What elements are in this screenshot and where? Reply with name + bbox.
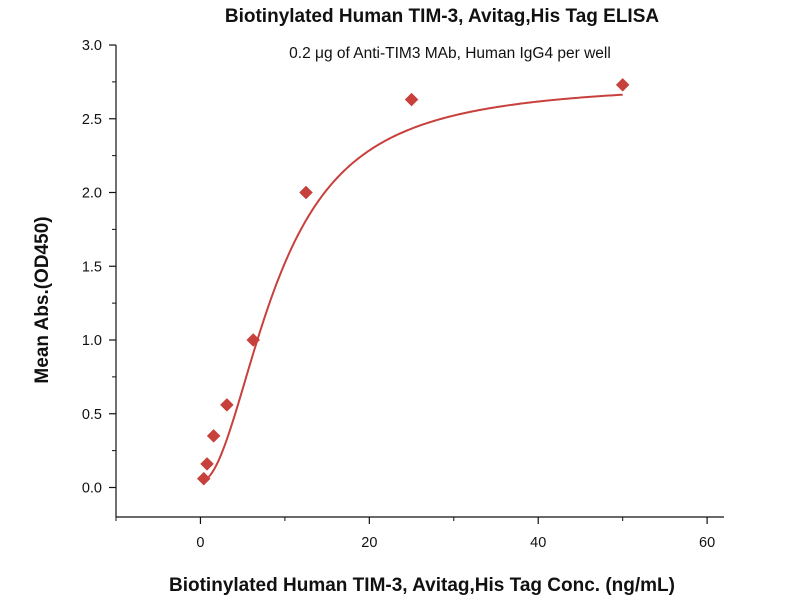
x-axis-title: Biotinylated Human TIM-3, Avitag,His Tag… <box>169 575 675 596</box>
y-tick-label: 0.0 <box>82 481 102 497</box>
data-point <box>220 398 234 412</box>
y-tick-label: 1.5 <box>82 259 102 275</box>
y-ticks: 0.0 0.5 1.0 1.5 2.0 2.5 3.0 <box>82 38 116 497</box>
y-tick-label: 3.0 <box>82 38 102 54</box>
x-tick-label: 0 <box>196 535 204 551</box>
fit-curve <box>203 93 623 482</box>
y-tick-label: 1.0 <box>82 333 102 349</box>
data-point <box>246 333 261 347</box>
data-points <box>196 77 630 486</box>
data-point <box>404 92 419 107</box>
x-tick-label: 60 <box>699 535 715 551</box>
x-ticks: 0 20 40 60 <box>115 517 715 551</box>
data-point <box>200 457 214 471</box>
data-point <box>206 429 221 443</box>
x-tick-label: 40 <box>530 535 546 551</box>
y-tick-label: 2.5 <box>82 112 102 128</box>
chart-title: Biotinylated Human TIM-3, Avitag,His Tag… <box>225 6 660 27</box>
chart-subtitle: 0.2 μg of Anti-TIM3 MAb, Human IgG4 per … <box>289 45 611 62</box>
data-point <box>615 77 630 92</box>
y-tick-label: 2.0 <box>82 186 102 202</box>
data-point <box>196 471 211 486</box>
y-tick-label: 0.5 <box>82 407 102 423</box>
data-point <box>299 185 313 200</box>
x-tick-label: 20 <box>361 535 377 551</box>
y-axis-title: Mean Abs.(OD450) <box>32 216 53 383</box>
